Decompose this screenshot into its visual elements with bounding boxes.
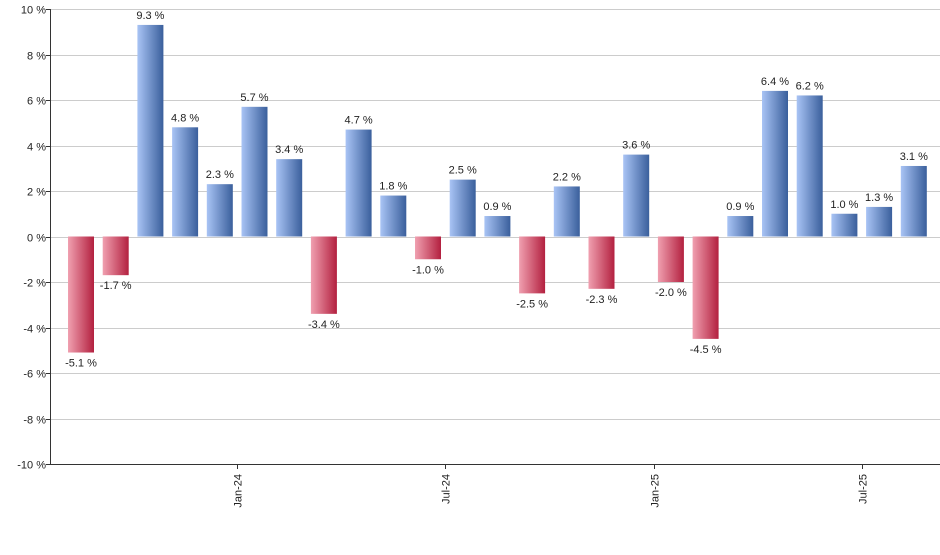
bar bbox=[449, 179, 476, 237]
data-label: 3.1 % bbox=[900, 151, 928, 163]
bar bbox=[900, 165, 927, 237]
data-label: 0.9 % bbox=[483, 201, 511, 213]
data-label: -1.7 % bbox=[100, 280, 132, 292]
x-tick-label: Jul-24 bbox=[441, 474, 453, 504]
bar bbox=[345, 129, 372, 237]
data-label: 1.0 % bbox=[830, 199, 858, 211]
x-axis-ticks: Jan-24 Jul-24 Jan-25 Jul-25 bbox=[233, 464, 870, 508]
data-label: 6.2 % bbox=[796, 80, 824, 92]
y-tick-label: -6 % bbox=[23, 369, 46, 381]
bar bbox=[831, 213, 858, 237]
data-label: -1.0 % bbox=[412, 264, 444, 276]
data-label: 2.2 % bbox=[553, 171, 581, 183]
y-tick-label: -8 % bbox=[23, 415, 46, 427]
data-label: -2.0 % bbox=[655, 287, 687, 299]
bar bbox=[68, 236, 94, 353]
bars bbox=[68, 24, 927, 353]
data-label: 1.8 % bbox=[379, 181, 407, 193]
data-label: 6.4 % bbox=[761, 76, 789, 88]
axes bbox=[50, 9, 940, 465]
bar bbox=[866, 206, 893, 237]
bar bbox=[762, 90, 788, 237]
bar bbox=[553, 186, 580, 237]
bar bbox=[380, 195, 407, 237]
bar bbox=[692, 236, 719, 339]
bar bbox=[102, 236, 129, 276]
data-label: -2.5 % bbox=[516, 298, 548, 310]
data-labels: -5.1 % -1.7 % 9.3 % 4.8 % 2.3 % 5.7 % 3.4 % -3.… bbox=[65, 10, 928, 370]
bar bbox=[519, 236, 546, 294]
bar bbox=[415, 236, 441, 260]
bar bbox=[484, 216, 511, 237]
bar bbox=[172, 127, 199, 237]
bar bbox=[137, 24, 164, 237]
y-tick-label: -10 % bbox=[17, 460, 46, 472]
bar bbox=[206, 184, 233, 237]
data-label: -2.3 % bbox=[586, 294, 618, 306]
y-tick-label: 2 % bbox=[27, 187, 46, 199]
data-label: 5.7 % bbox=[240, 92, 268, 104]
bar bbox=[623, 154, 650, 237]
data-label: 3.4 % bbox=[275, 144, 303, 156]
data-label: 9.3 % bbox=[136, 10, 164, 22]
y-tick-label: 0 % bbox=[27, 233, 46, 245]
data-label: 2.3 % bbox=[206, 169, 234, 181]
bar bbox=[796, 95, 823, 237]
data-label: -4.5 % bbox=[690, 344, 722, 356]
y-tick-label: -2 % bbox=[23, 278, 46, 290]
data-label: 1.3 % bbox=[865, 192, 893, 204]
bar bbox=[588, 236, 615, 289]
data-label: 4.8 % bbox=[171, 112, 199, 124]
y-tick-label: 4 % bbox=[27, 142, 46, 154]
x-tick-label: Jul-25 bbox=[858, 474, 870, 504]
gridlines bbox=[50, 9, 940, 465]
y-tick-label: 6 % bbox=[27, 96, 46, 108]
y-tick-label: 8 % bbox=[27, 51, 46, 63]
data-label: 2.5 % bbox=[449, 165, 477, 177]
bar bbox=[727, 216, 754, 237]
bar bbox=[657, 236, 684, 282]
bar bbox=[310, 236, 337, 314]
x-tick-label: Jan-25 bbox=[650, 474, 662, 508]
data-label: 0.9 % bbox=[726, 201, 754, 213]
data-label: -3.4 % bbox=[308, 319, 340, 331]
y-tick-label: 10 % bbox=[21, 5, 46, 17]
bar bbox=[276, 159, 303, 237]
x-tick-label: Jan-24 bbox=[233, 474, 245, 508]
y-axis-ticks: 10 % 8 % 6 % 4 % 2 % 0 % -2 % -4 % -6 % -8 % -10 % bbox=[17, 5, 50, 472]
data-label: 3.6 % bbox=[622, 140, 650, 152]
y-tick-label: -4 % bbox=[23, 324, 46, 336]
data-label: 4.7 % bbox=[345, 115, 373, 127]
bar bbox=[241, 106, 268, 237]
data-label: -5.1 % bbox=[65, 358, 97, 370]
